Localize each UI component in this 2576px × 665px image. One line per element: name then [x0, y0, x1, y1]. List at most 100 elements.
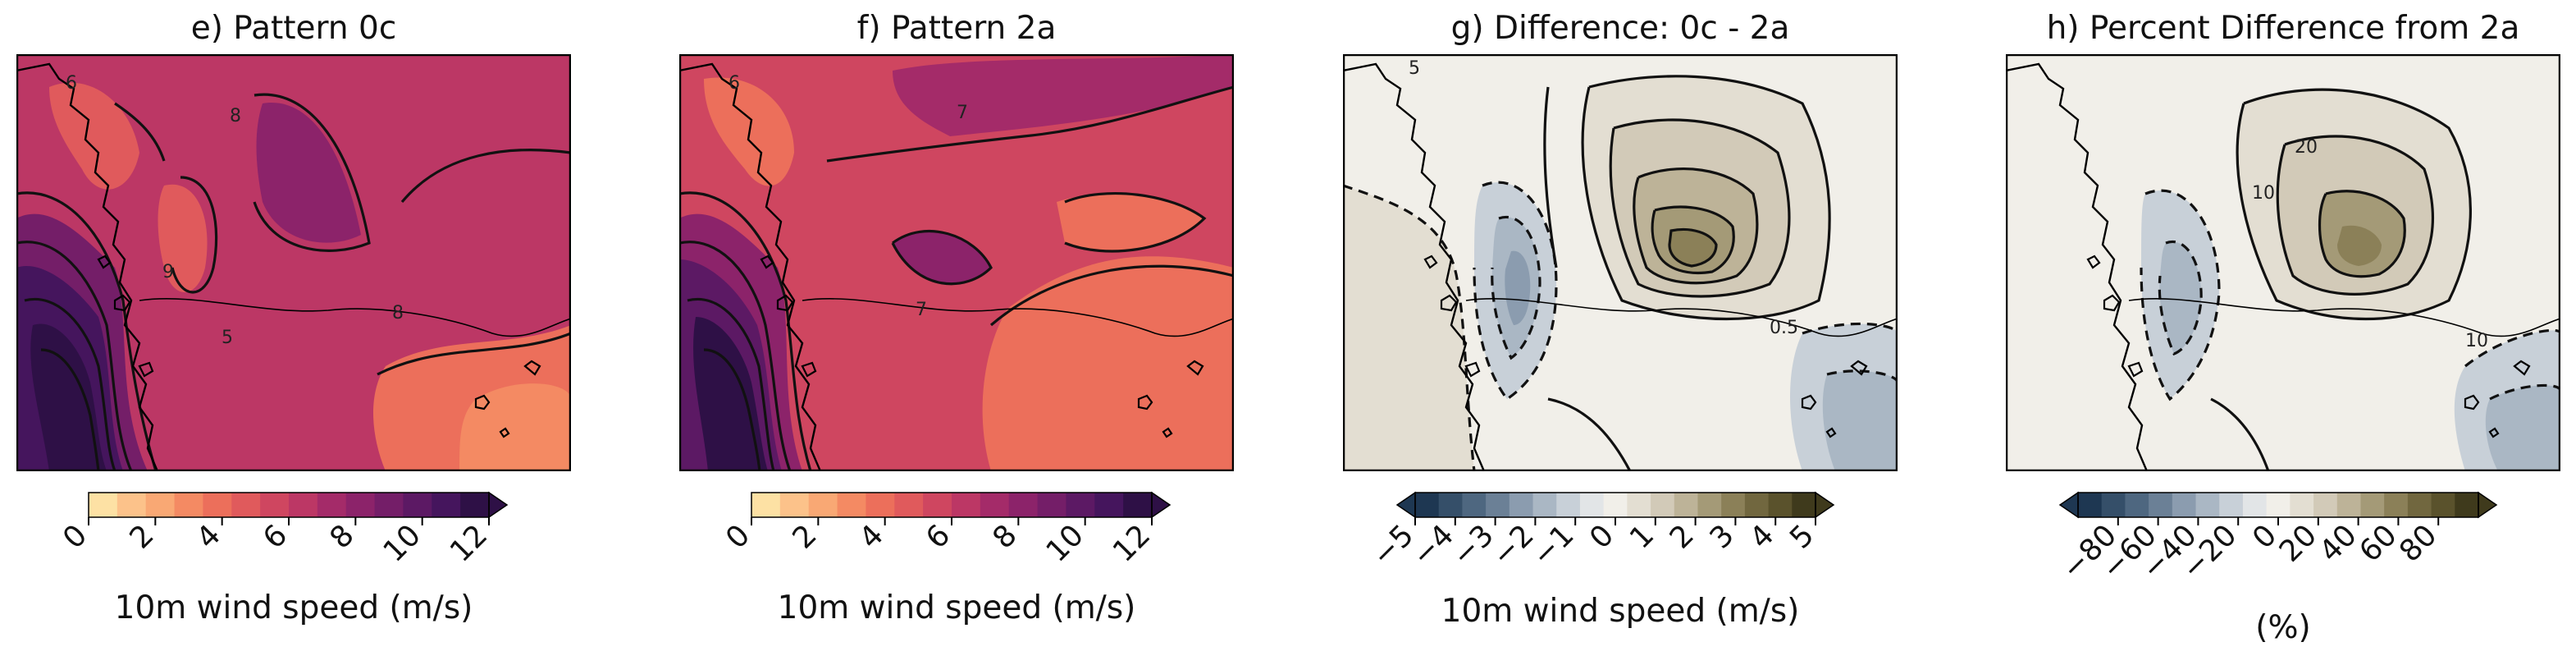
colorbar-swatch [1438, 493, 1464, 517]
filled-contour [1505, 250, 1531, 325]
colorbar-swatch [317, 493, 347, 517]
colorbar-g: −5 −4 −3 −2 −1 0 1 2 3 4 5 [1343, 491, 1917, 657]
colorbar-swatch [2266, 493, 2291, 517]
chart-title: g) Difference: 0c - 2a [1450, 10, 1790, 47]
map-panel-f: 6 7 7 [679, 54, 1234, 471]
filled-contour [893, 54, 1234, 136]
colorbar-label: 10m wind speed (m/s) [1441, 593, 1800, 630]
island-outline [760, 255, 774, 269]
island-outline [97, 255, 112, 269]
chart-title: e) Pattern 0c [190, 10, 397, 47]
contour-line [679, 241, 792, 471]
contour-label: 8 [392, 303, 404, 323]
island-outline [1440, 294, 1458, 312]
filled-contour [2159, 241, 2202, 354]
colorbar-extend-max [488, 491, 509, 519]
island-outline [2103, 294, 2121, 312]
colorbar-extend-max [1815, 491, 1835, 519]
chart-title: h) Percent Difference from 2a [2046, 10, 2520, 47]
island-outline [499, 427, 510, 438]
colorbar-swatch [203, 493, 232, 517]
contour-line [1668, 227, 1718, 268]
colorbar-swatch [1674, 493, 1699, 517]
colorbar-swatch [1792, 493, 1816, 517]
colorbar-extend-min [1395, 491, 1416, 519]
colorbar-swatch [2336, 493, 2362, 517]
colorbar-swatch [1556, 493, 1581, 517]
colorbar-swatch [1697, 493, 1722, 517]
contour-label: 6 [66, 73, 77, 94]
colorbar-tick-label: 12 [1107, 518, 1157, 568]
contour-line [1064, 191, 1207, 253]
contour-label: 7 [916, 300, 927, 320]
island-outline [1137, 394, 1153, 410]
filled-contour [693, 317, 768, 471]
contour-label: 0.5 [1770, 318, 1798, 338]
filled-contour [49, 82, 139, 190]
contour-line [1547, 397, 1632, 471]
island-outline [523, 360, 541, 376]
filled-contour [30, 323, 107, 471]
island-outline [1801, 394, 1817, 410]
contour-line [1543, 86, 1558, 268]
colorbar-swatch [2360, 493, 2385, 517]
contour-line [16, 191, 158, 471]
colorbar-swatch [923, 493, 952, 517]
colorbar-label: 10m wind speed (m/s) [114, 589, 473, 626]
contour-line [1581, 75, 1831, 321]
colorbar-swatch [345, 493, 376, 517]
colorbar-swatch [894, 493, 924, 517]
colorbar-swatch [1721, 493, 1746, 517]
contour-line [989, 264, 1234, 327]
colorbar-extend-max [2478, 491, 2498, 519]
coastline [1343, 62, 1486, 471]
colorbar-extend-max [1151, 491, 1172, 519]
colorbar-swatch [952, 493, 981, 517]
colorbar-swatch [1008, 493, 1039, 517]
colorbar-swatch [1627, 493, 1651, 517]
contour-line-negative [1802, 322, 1898, 335]
contour-line-negative [2464, 328, 2560, 368]
island-outline [113, 294, 131, 312]
contour-line-negative [2158, 240, 2203, 356]
colorbar-swatch [1066, 493, 1095, 517]
colorbar-swatch [1509, 493, 1534, 517]
contour-line-negative [1473, 181, 1558, 401]
colorbar-tick-label: 10 [377, 518, 427, 568]
contour-line [826, 85, 1234, 163]
colorbar-swatch [403, 493, 432, 517]
panel-g: g) Difference: 0c - 2a 5 0.5 −5 −4 −3 −2 −1 0 1… [1343, 0, 1917, 665]
contour-line [2236, 88, 2472, 321]
map-frame [16, 54, 571, 471]
contour-label: 8 [230, 106, 241, 126]
contour-line [2276, 135, 2434, 296]
filled-contour [2337, 225, 2382, 266]
colorbar-swatch [374, 493, 404, 517]
contour-line-negative [1491, 215, 1541, 360]
filled-contour [158, 184, 208, 292]
island-outline [2127, 361, 2144, 378]
colorbar-swatch [980, 493, 1010, 517]
filled-contour [1343, 186, 1474, 471]
colorbar: −5−4−3−2−1 0 1 2 3 4 5 [1366, 491, 1835, 573]
colorbar-f: 0 2 4 6 8 10 12 [679, 491, 1254, 657]
contour-line [2210, 397, 2270, 471]
contour-label: 7 [957, 103, 968, 123]
island-outline [776, 294, 794, 312]
filled-contour [2485, 385, 2560, 471]
colorbar-tick-label: −1 [1526, 518, 1581, 573]
map-frame [2006, 54, 2560, 471]
contour-label: 9 [162, 262, 174, 282]
contour-line [1609, 118, 1791, 298]
colorbar-swatch [2219, 493, 2244, 517]
colorbar-swatch [2455, 493, 2479, 517]
island-outline [474, 394, 491, 410]
colorbar-swatch [432, 493, 461, 517]
colorbar-swatch [2384, 493, 2409, 517]
contour-line [400, 149, 571, 204]
map-panel-h: 20 10 10 [2006, 54, 2560, 471]
colorbar-swatch [1037, 493, 1067, 517]
colorbar-h: −80 −60 −40 −20 0 20 40 60 80 [2006, 491, 2576, 657]
boundary-line [802, 298, 1234, 337]
